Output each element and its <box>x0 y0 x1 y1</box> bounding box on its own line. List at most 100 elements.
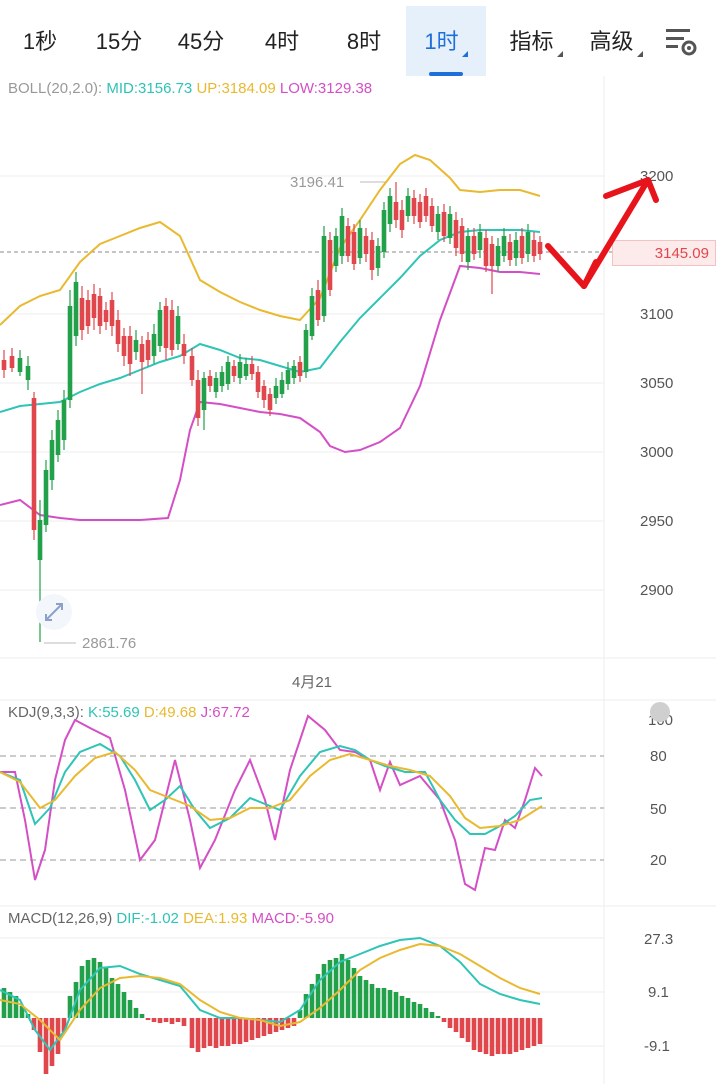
candle-body <box>501 236 507 256</box>
tab-15m[interactable]: 15分 <box>88 6 150 76</box>
macd-bar <box>423 1008 429 1018</box>
candle-body <box>219 372 225 386</box>
candle-body <box>207 376 213 386</box>
macd-bar <box>537 1018 543 1044</box>
candle-body <box>291 366 297 378</box>
candle-body <box>369 240 375 270</box>
macd-bar <box>103 968 109 1018</box>
tab-4h[interactable]: 4时 <box>254 6 310 76</box>
low-price-label: 2861.76 <box>82 635 137 652</box>
candle-body <box>357 228 363 258</box>
candle-body <box>73 282 79 336</box>
macd-bar <box>219 1018 225 1046</box>
caret-icon <box>556 51 563 57</box>
kdj-settings-icon[interactable] <box>650 702 670 722</box>
tab-45m[interactable]: 45分 <box>170 6 232 76</box>
candle-body <box>333 236 339 266</box>
macd-bar <box>37 1018 43 1052</box>
macd-bar <box>363 980 369 1018</box>
candle-body <box>513 240 519 258</box>
macd-bar <box>169 1018 175 1024</box>
candle-body <box>279 380 285 394</box>
macd-bar <box>13 996 19 1018</box>
candle-body <box>175 316 181 344</box>
macd-bar <box>19 1006 25 1018</box>
candle-body <box>303 330 309 372</box>
macd-bar <box>495 1018 501 1054</box>
tab-label: 1时 <box>424 29 459 54</box>
candle-body <box>49 440 55 480</box>
candle-body <box>315 290 321 320</box>
macd-bar <box>405 998 411 1018</box>
macd-bar <box>139 1014 145 1018</box>
chart-settings-icon[interactable] <box>664 24 698 58</box>
macd-bar <box>291 1018 297 1026</box>
candle-body <box>67 306 73 400</box>
tab-1h[interactable]: 1时 <box>406 6 486 76</box>
boll-mid: MID:3156.73 <box>106 80 193 97</box>
candle-body <box>163 306 169 348</box>
candle-body <box>79 298 85 330</box>
macd-bar <box>375 988 381 1018</box>
trend-arrow-annotation <box>545 177 659 289</box>
tab-advanced[interactable]: 高级 <box>580 6 652 76</box>
kdj-legend: KDJ(9,3,3): K:55.69 D:49.68 J:67.72 <box>8 704 250 721</box>
candle-body <box>201 378 207 410</box>
tab-1s[interactable]: 1秒 <box>12 6 68 76</box>
macd-name: MACD(12,26,9) <box>8 910 113 927</box>
kdj-tick: 80 <box>650 748 667 765</box>
boll-name: BOLL(20,2.0): <box>8 80 103 97</box>
kdj-tick: 20 <box>650 852 667 869</box>
candle-body <box>103 310 109 322</box>
candle-body <box>297 362 303 376</box>
candle-body <box>189 356 195 380</box>
candle-body <box>121 336 127 356</box>
candle-body <box>195 380 201 418</box>
candle-body <box>351 232 357 264</box>
macd-bar <box>321 964 327 1018</box>
candle-body <box>261 386 267 400</box>
macd-bar <box>525 1018 531 1048</box>
macd-bar <box>243 1018 249 1042</box>
candlestick-chart[interactable] <box>0 76 716 1084</box>
macd-bar <box>163 1018 169 1022</box>
macd-bar <box>315 974 321 1018</box>
candle-body <box>423 196 429 216</box>
candle-body <box>519 236 525 258</box>
candle-body <box>495 246 501 266</box>
macd-bar <box>393 992 399 1018</box>
macd-bar <box>157 1018 163 1023</box>
tab-8h[interactable]: 8时 <box>336 6 392 76</box>
macd-bar <box>151 1018 157 1022</box>
candle-body <box>387 196 393 224</box>
macd-bar <box>31 1018 37 1030</box>
candle-body <box>321 236 327 316</box>
tab-indicators[interactable]: 指标 <box>500 6 572 76</box>
candle-body <box>489 244 495 266</box>
expand-chart-icon[interactable] <box>36 594 72 630</box>
price-tick: 3050 <box>640 375 674 392</box>
kdj-reference-lines <box>0 755 604 861</box>
candle-body <box>441 212 447 236</box>
macd-bar <box>489 1018 495 1056</box>
macd-bar <box>519 1018 525 1050</box>
macd-bar <box>189 1018 195 1048</box>
boll-legend: BOLL(20,2.0): MID:3156.73 UP:3184.09 LOW… <box>8 80 372 97</box>
candle-body <box>429 206 435 226</box>
macd-bar <box>49 1018 55 1066</box>
candle-body <box>393 202 399 220</box>
candle-body <box>381 210 387 252</box>
macd-bar <box>369 984 375 1018</box>
macd-dif: DIF:-1.02 <box>116 910 179 927</box>
macd-histogram <box>1 954 543 1074</box>
macd-bar <box>285 1018 291 1028</box>
macd-bar <box>121 992 127 1018</box>
macd-bar <box>465 1018 471 1042</box>
macd-bar <box>97 962 103 1018</box>
macd-tick: 27.3 <box>644 931 674 948</box>
candle-body <box>285 370 291 384</box>
candles <box>1 182 543 642</box>
kdj-tick: 50 <box>650 801 667 818</box>
boll-low: LOW:3129.38 <box>279 80 373 97</box>
boll-upper-band <box>0 153 541 326</box>
